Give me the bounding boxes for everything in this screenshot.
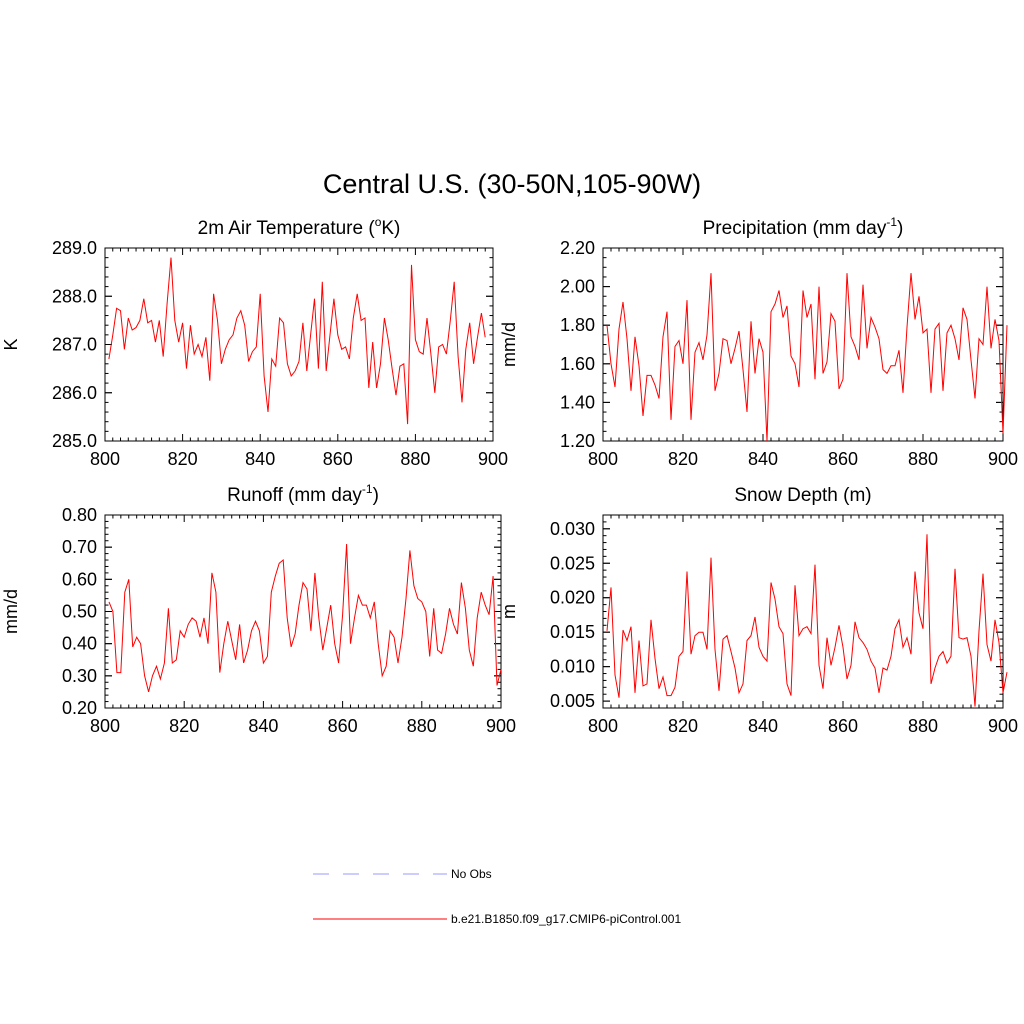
runoff-series-line <box>108 543 502 693</box>
runoff-x-tick-label: 900 <box>486 716 516 736</box>
legend: No Obs b.e21.B1850.f09_g17.CMIP6-piContr… <box>313 867 681 926</box>
snow-depth-y-tick-label: 0.005 <box>550 691 595 711</box>
runoff-x-tick-label: 800 <box>90 716 120 736</box>
runoff-y-tick-label: 0.80 <box>62 505 97 525</box>
runoff-x-tick-label: 820 <box>169 716 199 736</box>
runoff-y-tick-label: 0.70 <box>62 537 97 557</box>
air-temperature-y-tick-label: 285.0 <box>52 431 97 451</box>
snow-depth-series-line <box>606 534 1008 707</box>
precipitation-y-tick-label: 1.40 <box>560 392 595 412</box>
air-temperature-x-tick-label: 900 <box>478 449 508 469</box>
precipitation-y-tick-label: 2.00 <box>560 277 595 297</box>
legend-label-no-obs: No Obs <box>451 867 492 881</box>
air-temperature-y-tick-label: 289.0 <box>52 238 97 258</box>
precipitation-x-tick-label: 840 <box>748 449 778 469</box>
runoff-x-tick-label: 860 <box>328 716 358 736</box>
panel-air-temperature: 2m Air Temperature (oK) K 800 820 840 860 880 9… <box>1 215 508 469</box>
precipitation-x-tick-label: 860 <box>828 449 858 469</box>
panel-runoff: Runoff (mm day-1) mm/d 800 820 840 860 880 900 0… <box>1 482 516 736</box>
snow-depth-x-tick-label: 820 <box>668 716 698 736</box>
runoff-x-tick-label: 880 <box>407 716 437 736</box>
panel-precipitation: Precipitation (mm day-1) mm/d 800 820 840 860… <box>499 215 1018 469</box>
precipitation-x-tick-label: 820 <box>668 449 698 469</box>
precipitation-x-tick-label: 880 <box>908 449 938 469</box>
precipitation-x-tick-label: 900 <box>988 449 1018 469</box>
snow-depth-x-tick-label: 900 <box>988 716 1018 736</box>
legend-label-model: b.e21.B1850.f09_g17.CMIP6-piControl.001 <box>451 912 681 926</box>
runoff-y-tick-label: 0.40 <box>62 634 97 654</box>
air-temperature-y-axis-label: K <box>1 338 21 350</box>
air-temperature-x-tick-label: 820 <box>168 449 198 469</box>
air-temperature-y-tick-label: 288.0 <box>52 286 97 306</box>
snow-depth-y-tick-label: 0.010 <box>550 657 595 677</box>
air-temperature-x-tick-label: 840 <box>245 449 275 469</box>
snow-depth-x-tick-label: 880 <box>908 716 938 736</box>
snow-depth-y-tick-label: 0.020 <box>550 588 595 608</box>
snow-depth-x-tick-label: 840 <box>748 716 778 736</box>
runoff-y-tick-label: 0.20 <box>62 698 97 718</box>
air-temperature-x-tick-label: 880 <box>400 449 430 469</box>
precipitation-y-tick-label: 1.60 <box>560 354 595 374</box>
snow-depth-y-tick-label: 0.030 <box>550 519 595 539</box>
runoff-title: Runoff (mm day-1) <box>227 482 379 506</box>
snow-depth-y-tick-label: 0.015 <box>550 622 595 642</box>
runoff-plot-frame <box>104 514 502 709</box>
runoff-y-tick-label: 0.60 <box>62 569 97 589</box>
precipitation-y-tick-label: 1.20 <box>560 431 595 451</box>
precipitation-y-axis-label: mm/d <box>499 322 519 367</box>
snow-depth-x-tick-label: 800 <box>588 716 618 736</box>
runoff-y-axis-label: mm/d <box>1 589 21 634</box>
panel-snow-depth: Snow Depth (m) m 800 820 840 860 880 900 0.005 0.… <box>499 485 1018 736</box>
runoff-x-tick-label: 840 <box>248 716 278 736</box>
main-title: Central U.S. (30-50N,105-90W) <box>323 169 701 199</box>
precipitation-title: Precipitation (mm day-1) <box>703 215 904 239</box>
air-temperature-x-tick-label: 800 <box>90 449 120 469</box>
precipitation-y-tick-label: 2.20 <box>560 238 595 258</box>
runoff-y-tick-label: 0.30 <box>62 666 97 686</box>
air-temperature-title: 2m Air Temperature (oK) <box>198 215 401 239</box>
snow-depth-x-tick-label: 860 <box>828 716 858 736</box>
snow-depth-y-axis-label: m <box>499 604 519 619</box>
air-temperature-x-tick-label: 860 <box>323 449 353 469</box>
snow-depth-title: Snow Depth (m) <box>734 485 871 506</box>
precipitation-series-line <box>606 273 1008 442</box>
snow-depth-y-tick-label: 0.025 <box>550 553 595 573</box>
precipitation-y-tick-label: 1.80 <box>560 315 595 335</box>
air-temperature-y-tick-label: 286.0 <box>52 383 97 403</box>
precipitation-x-tick-label: 800 <box>588 449 618 469</box>
air-temperature-series-line <box>108 257 486 425</box>
air-temperature-y-tick-label: 287.0 <box>52 335 97 355</box>
air-temperature-plot-frame <box>104 247 494 442</box>
runoff-y-tick-label: 0.50 <box>62 602 97 622</box>
